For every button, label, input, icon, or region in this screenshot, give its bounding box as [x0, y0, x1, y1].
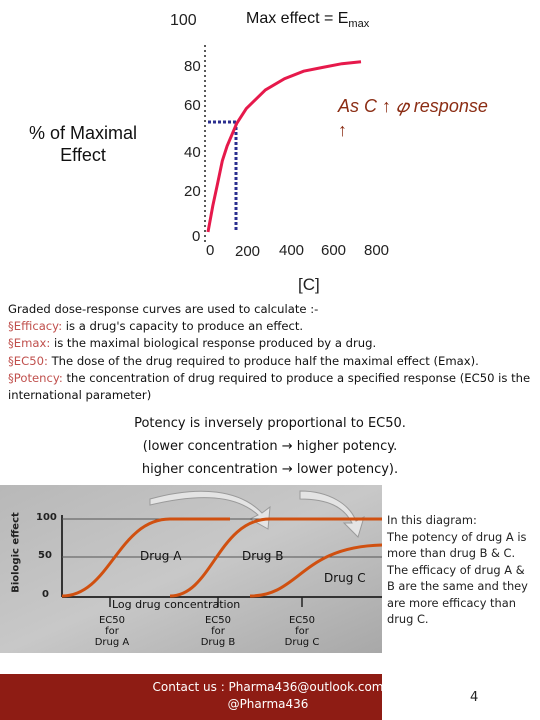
definition-emax: §Emax: is the maximal biological respons… [8, 336, 377, 351]
ec50-label-a: EC50 for Drug A [94, 615, 130, 648]
curve-drug-a [61, 517, 230, 598]
label-drug-a: Drug A [140, 549, 182, 563]
definition-ec50: §EC50: The dose of the drug required to … [8, 353, 479, 368]
ec50-label-b: EC50 for Drug B [200, 615, 236, 648]
footer-contact: Contact us : Pharma436@outlook.com @Phar… [152, 680, 384, 711]
definitions-intro: Graded dose-response curves are used to … [8, 302, 319, 316]
y-tick-20: 20 [184, 183, 201, 200]
photo-y-tick-0: 0 [42, 589, 49, 600]
chart-annotation: As C ↑ 𝜑 response [338, 96, 488, 116]
x-tick-600: 600 [321, 242, 347, 259]
x-tick-800: 800 [364, 242, 390, 259]
curve-drug-c [249, 543, 382, 598]
definition-potency: §Potency: the concentration of drug requ… [8, 370, 531, 403]
footer-bar [0, 674, 382, 720]
label-drug-c: Drug C [324, 571, 366, 585]
x-axis-label: [C] [298, 275, 320, 294]
y-tick-60: 60 [184, 97, 201, 114]
diagram-explanation: In this diagram: The potency of drug A i… [387, 513, 528, 626]
potency-note: Potency is inversely proportional to EC5… [134, 416, 406, 477]
page-number: 4 [470, 690, 479, 705]
label-drug-b: Drug B [242, 549, 284, 563]
curve-drug-b [169, 517, 382, 598]
photo-y-tick-50: 50 [38, 550, 52, 561]
photo-y-label: Biologic effect [10, 512, 22, 593]
x-tick-200: 200 [235, 243, 261, 260]
dose-response-chart [204, 45, 362, 245]
x-tick-400: 400 [279, 242, 305, 259]
photo-chart [0, 485, 382, 653]
y-tick-80: 80 [184, 58, 201, 75]
pointer-arrow-right [299, 490, 365, 538]
chart-title: Max effect = Emax [246, 10, 370, 31]
y-axis-label: % of Maximal Effect [28, 123, 138, 165]
ec50-label-c: EC50 for Drug C [284, 615, 320, 648]
x-tick-0: 0 [206, 242, 215, 259]
definitions-block: Graded dose-response curves are used to … [8, 301, 536, 404]
y-tick-0: 0 [192, 228, 201, 245]
potency-efficacy-figure: Biologic effect 100 50 0 Drug A Drug B D… [0, 485, 382, 653]
footer: Contact us : Pharma436@outlook.com @Phar… [0, 674, 540, 720]
y-tick-40: 40 [184, 144, 201, 161]
chart-annotation-arrow: ↑ [338, 120, 347, 140]
definition-efficacy: §Efficacy: is a drug's capacity to produ… [8, 319, 304, 334]
y-tick-100: 100 [170, 12, 197, 29]
photo-x-label: Log drug concentration [112, 598, 241, 611]
photo-y-tick-100: 100 [36, 512, 57, 523]
dose-response-curve [206, 60, 362, 233]
pointer-arrow-left [149, 490, 271, 530]
